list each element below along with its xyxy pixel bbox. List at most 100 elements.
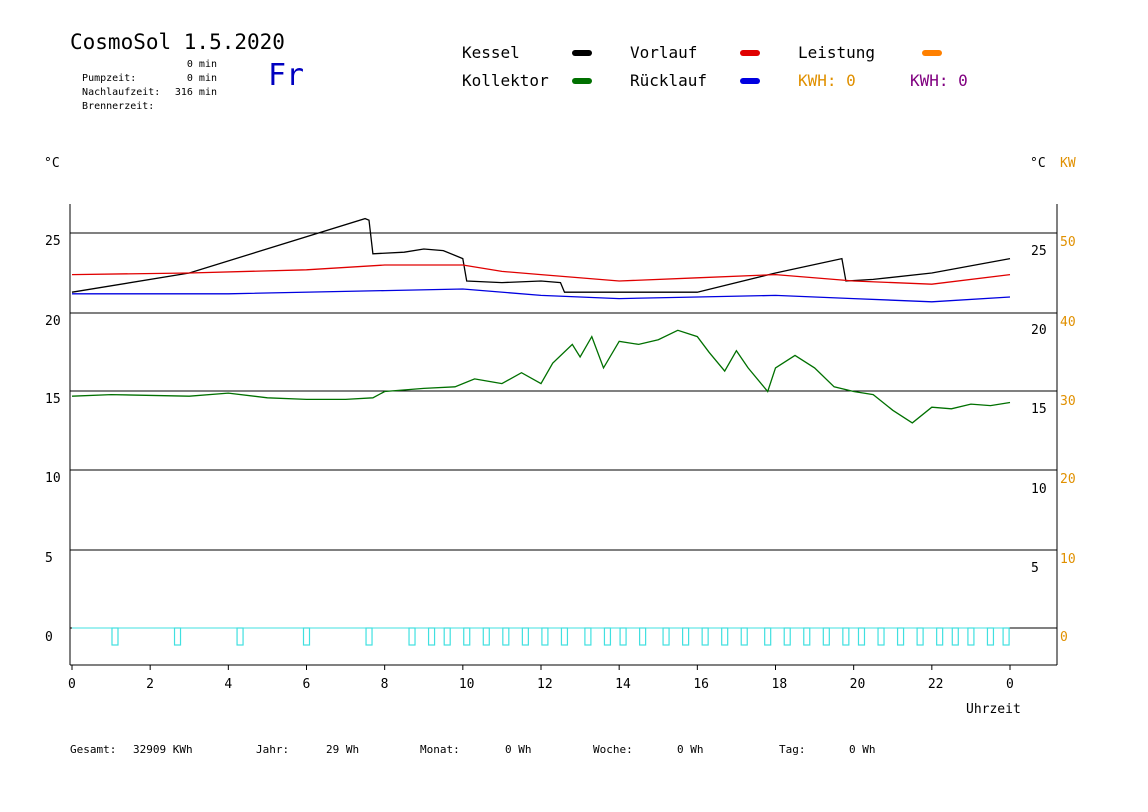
pump-pulse bbox=[236, 627, 244, 646]
pump-pulse bbox=[803, 627, 811, 646]
pump-pulse bbox=[619, 627, 627, 646]
stat-row-pumpzeit: Pumpzeit: bbox=[70, 58, 136, 86]
pump-pulse bbox=[967, 627, 975, 646]
pump-pulse bbox=[740, 627, 748, 646]
stat-label: Nachlaufzeit: bbox=[82, 87, 161, 98]
right-tick-label: 10 bbox=[1031, 482, 1047, 497]
series-line-ruecklauf bbox=[72, 288, 1011, 303]
footer-jahr-value: 29 Wh bbox=[326, 743, 360, 756]
legend-kwh-purple: KWH: 0 bbox=[910, 71, 968, 90]
stat-row-nachlaufzeit: Nachlaufzeit: bbox=[70, 72, 160, 100]
pump-pulse bbox=[857, 627, 866, 646]
kw-tick-label: 20 bbox=[1060, 472, 1076, 487]
left-tick-label: 10 bbox=[45, 471, 61, 486]
x-tick-label: 10 bbox=[459, 677, 475, 692]
legend-ruecklauf-label: Rücklauf bbox=[630, 71, 708, 90]
stat-value-pumpzeit: 0 min bbox=[186, 59, 217, 70]
legend-kessel-label: Kessel bbox=[462, 43, 520, 62]
pump-pulse bbox=[916, 627, 924, 646]
footer-jahr-label: Jahr: bbox=[256, 743, 290, 756]
stat-label: Pumpzeit: bbox=[82, 73, 137, 84]
left-tick-label: 15 bbox=[45, 392, 61, 407]
pump-pulse bbox=[603, 627, 612, 646]
page-title: CosmoSol 1.5.2020 bbox=[70, 30, 285, 54]
legend-leistung-swatch bbox=[922, 50, 942, 56]
pump-pulse bbox=[662, 627, 670, 646]
pump-pulse bbox=[560, 627, 569, 646]
x-tick-label: 2 bbox=[146, 677, 154, 692]
pump-pulse bbox=[896, 627, 905, 646]
pump-pulse bbox=[302, 627, 311, 646]
right-tick-label: 25 bbox=[1031, 244, 1047, 259]
pump-pulse bbox=[111, 627, 119, 646]
footer-tag-label: Tag: bbox=[779, 743, 806, 756]
legend-ruecklauf-swatch bbox=[740, 78, 760, 84]
left-tick-label: 0 bbox=[45, 630, 53, 645]
series-line-vorlauf bbox=[71, 264, 1011, 285]
footer-monat-label: Monat: bbox=[420, 743, 460, 756]
pump-pulse bbox=[443, 627, 451, 646]
pump-pulse bbox=[682, 627, 690, 646]
x-tick-label: 4 bbox=[224, 677, 232, 692]
pump-pulse bbox=[521, 627, 529, 646]
x-tick-label: 8 bbox=[381, 677, 389, 692]
pump-pulse bbox=[502, 627, 510, 646]
left-axis-unit: °C bbox=[44, 156, 60, 171]
x-tick-label: 6 bbox=[303, 677, 311, 692]
pump-pulse bbox=[482, 627, 490, 646]
x-tick-label: 14 bbox=[615, 677, 631, 692]
legend-kollektor-swatch bbox=[572, 78, 592, 84]
right-tick-label: 5 bbox=[1031, 561, 1039, 576]
legend-vorlauf-swatch bbox=[740, 50, 760, 56]
kw-tick-label: 40 bbox=[1060, 315, 1076, 330]
stat-label: Brennerzeit: bbox=[82, 101, 155, 112]
series-line-kollektor bbox=[71, 329, 1011, 424]
kw-axis-unit: KW bbox=[1060, 156, 1076, 171]
pump-pulse bbox=[639, 627, 647, 646]
x-tick-label: 20 bbox=[850, 677, 866, 692]
kw-tick-label: 50 bbox=[1060, 235, 1076, 250]
footer-woche-label: Woche: bbox=[593, 743, 633, 756]
legend-kwh-orange: KWH: 0 bbox=[798, 71, 856, 90]
legend-kessel-swatch bbox=[572, 50, 592, 56]
pump-pulse bbox=[584, 627, 592, 646]
pump-pulse bbox=[701, 627, 709, 646]
pump-pulse bbox=[822, 627, 830, 646]
right-tick-label: 15 bbox=[1031, 402, 1047, 417]
footer-gesamt-label: Gesamt: bbox=[70, 743, 117, 756]
left-tick-label: 25 bbox=[45, 234, 61, 249]
x-tick-label: 12 bbox=[537, 677, 553, 692]
footer-gesamt-value: 32909 KWh bbox=[133, 743, 193, 756]
pump-pulse bbox=[427, 627, 436, 646]
left-tick-label: 20 bbox=[45, 314, 61, 329]
legend-kollektor-label: Kollektor bbox=[462, 71, 549, 90]
pump-pulse bbox=[463, 627, 471, 646]
stat-value-brennerzeit: 316 min bbox=[174, 87, 217, 98]
pump-pulse bbox=[173, 627, 182, 646]
x-tick-label: 16 bbox=[693, 677, 709, 692]
footer-tag-value: 0 Wh bbox=[849, 743, 876, 756]
legend-vorlauf-label: Vorlauf bbox=[630, 43, 698, 62]
kw-tick-label: 10 bbox=[1060, 552, 1076, 567]
legend-leistung-label: Leistung bbox=[798, 43, 876, 62]
kw-tick-label: 30 bbox=[1060, 394, 1076, 409]
pump-pulse bbox=[986, 627, 995, 646]
left-tick-label: 5 bbox=[45, 551, 53, 566]
pump-pulse bbox=[721, 627, 729, 646]
footer-woche-value: 0 Wh bbox=[677, 743, 704, 756]
stat-value-nachlaufzeit: 0 min bbox=[186, 73, 217, 84]
x-axis-label: Uhrzeit bbox=[966, 702, 1021, 717]
right-tick-label: 20 bbox=[1031, 323, 1047, 338]
x-tick-label: 18 bbox=[772, 677, 788, 692]
stat-row-brennerzeit: Brennerzeit: bbox=[70, 86, 154, 114]
weekday-label: Fr bbox=[268, 58, 305, 93]
x-tick-label: 0 bbox=[1006, 677, 1014, 692]
x-tick-label: 22 bbox=[928, 677, 944, 692]
pump-pulse bbox=[877, 627, 885, 646]
right-axis-unit: °C bbox=[1030, 156, 1046, 171]
pump-pulse bbox=[842, 627, 850, 646]
pump-pulse bbox=[1002, 627, 1010, 646]
pump-pulse bbox=[951, 627, 959, 646]
pump-pulse bbox=[365, 627, 373, 646]
